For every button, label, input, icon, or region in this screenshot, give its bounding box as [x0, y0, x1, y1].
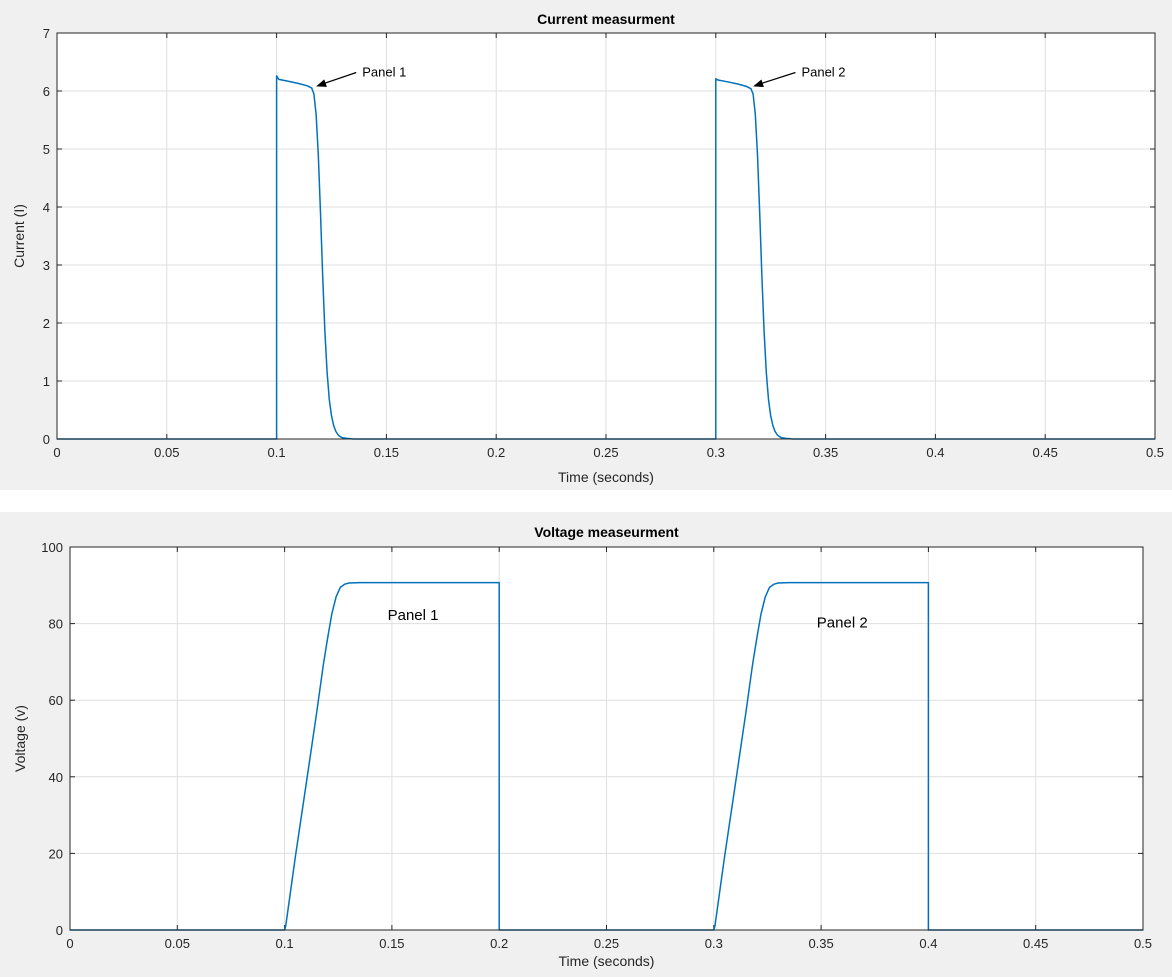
voltage-y-tick-label: 80: [49, 617, 63, 632]
current-chart: 0 0.05 0.1 0.15 0.2 0.25 0.3 0.35 0.4 0.45 0.5 0 1 2 3…: [11, 11, 1164, 485]
voltage-x-axis-label: Time (seconds): [559, 953, 655, 969]
current-y-tick-label: 7: [43, 26, 50, 41]
current-x-tick-label: 0.45: [1033, 445, 1058, 460]
voltage-axes-box: [69, 546, 1144, 931]
voltage-y-tick-label: 100: [41, 540, 63, 555]
voltage-x-tick-label: 0: [66, 936, 73, 951]
current-x-tick-label: 0.15: [374, 445, 399, 460]
current-y-tick-label: 0: [43, 432, 50, 447]
voltage-x-tick-label: 0.15: [379, 936, 404, 951]
voltage-x-tick-label: 0.25: [594, 936, 619, 951]
current-x-axis-label: Time (seconds): [558, 469, 654, 485]
current-annotation-arrowhead: [753, 79, 764, 88]
current-x-tick-label: 0.3: [707, 445, 725, 460]
voltage-x-tick-label: 0.35: [808, 936, 833, 951]
current-annotation-label: Panel 1: [362, 65, 406, 80]
current-y-tick-label: 4: [43, 200, 50, 215]
voltage-x-tick-label: 0.1: [276, 936, 294, 951]
current-y-tick-label: 6: [43, 84, 50, 99]
voltage-x-tick-label: 0.05: [165, 936, 190, 951]
current-x-tick-label: 0.1: [268, 445, 286, 460]
current-x-tick-label: 0.35: [813, 445, 838, 460]
current-x-tick-label: 0.25: [593, 445, 618, 460]
current-y-tick-label: 1: [43, 374, 50, 389]
voltage-y-tick-label: 60: [49, 693, 63, 708]
current-annotation-arrow-shaft: [319, 71, 357, 86]
current-y-axis-label: Current (I): [11, 204, 27, 268]
current-annotation-arrow-shaft: [756, 71, 796, 86]
current-x-tick-label: 0.2: [487, 445, 505, 460]
current-y-tick-label: 3: [43, 258, 50, 273]
current-x-tick-label: 0.5: [1146, 445, 1164, 460]
current-annotation-label: Panel 2: [801, 65, 845, 80]
current-figure: 0 0.05 0.1 0.15 0.2 0.25 0.3 0.35 0.4 0.45 0.5 0 1 2 3…: [0, 0, 1172, 490]
voltage-y-tick-label: 20: [49, 846, 63, 861]
voltage-y-tick-label: 40: [49, 770, 63, 785]
current-x-tick-label: 0: [53, 445, 60, 460]
current-y-tick-label: 2: [43, 316, 50, 331]
current-annotation-arrowhead: [316, 79, 327, 87]
voltage-x-tick-label: 0.3: [705, 936, 723, 951]
current-x-tick-label: 0.05: [154, 445, 179, 460]
voltage-y-tick-label: 0: [56, 923, 63, 938]
voltage-figure: 0 0.05 0.1 0.15 0.2 0.25 0.3 0.35 0.4 0.45 0.5 0 20 4…: [0, 512, 1172, 977]
voltage-y-axis-label: Voltage (v): [12, 705, 28, 772]
voltage-annotation-label: Panel 1: [388, 607, 439, 624]
current-x-tick-label: 0.4: [926, 445, 944, 460]
voltage-x-tick-label: 0.45: [1023, 936, 1048, 951]
voltage-x-tick-label: 0.4: [919, 936, 937, 951]
voltage-chart: 0 0.05 0.1 0.15 0.2 0.25 0.3 0.35 0.4 0.45 0.5 0 20 4…: [12, 524, 1152, 969]
voltage-annotation-label: Panel 2: [817, 614, 868, 631]
voltage-chart-title: Voltage measeurment: [534, 524, 679, 540]
current-chart-title: Current measurment: [537, 11, 675, 27]
voltage-x-tick-label: 0.2: [490, 936, 508, 951]
current-y-tick-label: 5: [43, 142, 50, 157]
voltage-x-tick-label: 0.5: [1134, 936, 1152, 951]
current-axes-box: [56, 32, 1156, 440]
